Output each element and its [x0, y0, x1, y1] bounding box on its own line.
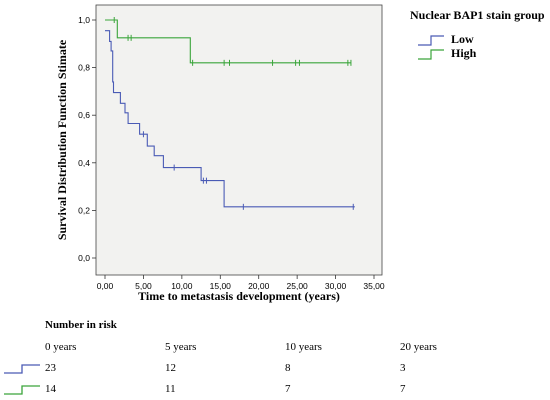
x-axis-label: Time to metastasis development (years) [138, 289, 340, 303]
risk-row-low-swatch [4, 364, 40, 374]
risk-table-title: Number in risk [45, 319, 117, 331]
risk-low-3: 3 [400, 362, 406, 374]
plot-area [95, 4, 383, 276]
risk-row-high-line [4, 385, 40, 395]
risk-header-1: 5 years [165, 341, 197, 353]
series-line-high [105, 19, 351, 64]
legend-swatch-high [418, 49, 444, 60]
legend-title: Nuclear BAP1 stain group [410, 8, 545, 22]
y-tick-label: 0,0 [78, 253, 90, 263]
y-tick-label: 0,8 [78, 63, 90, 73]
risk-row-high-swatch [4, 385, 40, 395]
risk-header-0: 0 years [45, 341, 77, 353]
risk-row-low-line [4, 364, 40, 374]
x-tick-label: 10,00 [171, 281, 193, 291]
risk-header-2: 10 years [285, 341, 322, 353]
series-layer [105, 17, 355, 210]
legend-label-low: Low [451, 32, 474, 46]
x-tick-label: 15,00 [210, 281, 232, 291]
risk-high-3: 7 [400, 383, 406, 395]
risk-high-1: 11 [165, 383, 176, 395]
risk-high-2: 7 [285, 383, 291, 395]
risk-high-0: 14 [45, 383, 56, 395]
axes: 0,00 5,00 10,00 15,00 20,00 25,00 30,00 35,00 0,… [78, 15, 385, 291]
y-tick-label: 0,2 [78, 205, 90, 215]
x-tick-label: 0,00 [97, 281, 114, 291]
x-tick-label: 25,00 [287, 281, 309, 291]
risk-low-2: 8 [285, 362, 291, 374]
legend-swatches [418, 35, 444, 60]
risk-low-1: 12 [165, 362, 176, 374]
y-tick-label: 0,4 [78, 158, 90, 168]
x-tick-label: 30,00 [325, 281, 347, 291]
x-tick-label: 20,00 [248, 281, 270, 291]
y-tick-label: 1,0 [78, 15, 90, 25]
risk-header-3: 20 years [400, 341, 437, 353]
y-axis-label: Survival Distribution Function Stimate [55, 39, 69, 240]
risk-low-0: 23 [45, 362, 56, 374]
series-line-low [105, 30, 355, 208]
legend-label-high: High [451, 46, 477, 60]
legend-swatch-low [418, 35, 444, 46]
x-tick-label: 5,00 [135, 281, 152, 291]
y-tick-label: 0,6 [78, 110, 90, 120]
x-tick-label: 35,00 [363, 281, 385, 291]
